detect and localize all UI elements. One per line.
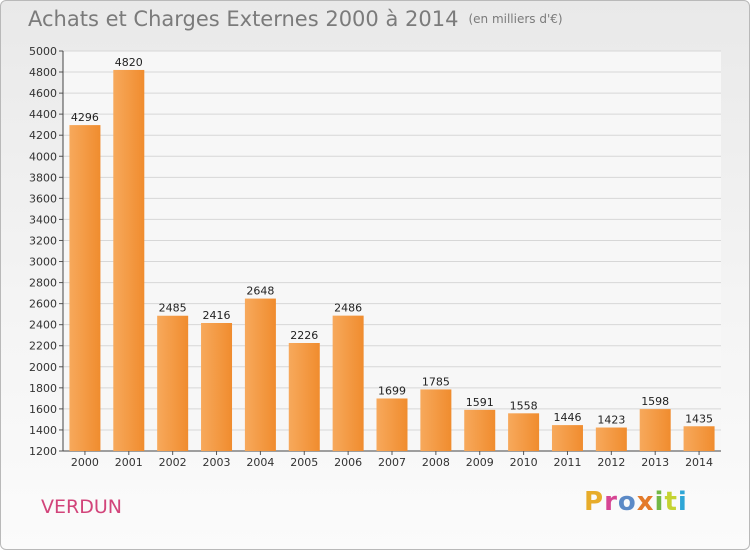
x-tick-label: 2001 (115, 456, 143, 469)
bar (420, 389, 452, 451)
y-tick-label: 4800 (29, 66, 57, 79)
bar (639, 409, 671, 451)
bar (69, 125, 101, 452)
bar-value-label: 1785 (422, 375, 450, 388)
logo-letter: t (664, 487, 678, 517)
bar (464, 409, 496, 451)
y-tick-label: 2200 (29, 340, 57, 353)
bar (113, 69, 145, 452)
x-tick-label: 2009 (466, 456, 494, 469)
x-tick-label: 2010 (510, 456, 538, 469)
logo-letter: o (617, 487, 637, 517)
x-tick-label: 2008 (422, 456, 450, 469)
bar (201, 323, 233, 451)
y-tick-label: 3600 (29, 192, 57, 205)
bar (508, 413, 540, 451)
y-tick-label: 3400 (29, 213, 57, 226)
city-label: VERDUN (41, 496, 122, 518)
y-tick-label: 1400 (29, 424, 57, 437)
unit-label: (en milliers d'€) (468, 12, 563, 26)
logo-letter: P (584, 487, 605, 517)
bar (551, 425, 583, 451)
x-tick-label: 2000 (71, 456, 99, 469)
bar-value-label: 4296 (71, 111, 99, 124)
logo-letter: r (604, 487, 618, 517)
bar-value-label: 2226 (290, 329, 318, 342)
bar-value-label: 4820 (115, 56, 143, 69)
y-tick-label: 4200 (29, 129, 57, 142)
y-tick-label: 4400 (29, 108, 57, 121)
bar (288, 343, 320, 451)
x-tick-label: 2006 (334, 456, 362, 469)
y-tick-label: 4000 (29, 150, 57, 163)
bar-value-label: 1598 (641, 395, 669, 408)
x-tick-label: 2002 (159, 456, 187, 469)
x-tick-label: 2003 (203, 456, 231, 469)
x-tick-label: 2007 (378, 456, 406, 469)
bar-value-label: 2486 (334, 302, 362, 315)
bar-value-label: 1446 (553, 411, 581, 424)
y-tick-label: 3000 (29, 256, 57, 269)
chart-title: Achats et Charges Externes 2000 à 2014 (e… (28, 7, 563, 31)
y-tick-label: 1200 (29, 445, 57, 458)
bar-value-label: 2648 (246, 285, 274, 298)
y-tick-label: 3200 (29, 234, 57, 247)
y-tick-label: 1800 (29, 382, 57, 395)
x-tick-label: 2011 (553, 456, 581, 469)
y-tick-label: 3800 (29, 171, 57, 184)
y-tick-label: 2400 (29, 319, 57, 332)
x-tick-label: 2005 (290, 456, 318, 469)
bar (595, 427, 627, 451)
bar-value-label: 1423 (597, 414, 625, 427)
y-tick-label: 2000 (29, 361, 57, 374)
y-tick-label: 1600 (29, 403, 57, 416)
bar (332, 315, 364, 451)
x-tick-label: 2004 (246, 456, 274, 469)
x-tick-label: 2014 (685, 456, 713, 469)
y-tick-label: 2800 (29, 277, 57, 290)
title-text: Achats et Charges Externes 2000 à 2014 (28, 7, 459, 31)
bar-value-label: 1435 (685, 412, 713, 425)
bar (683, 426, 715, 451)
x-tick-label: 2013 (641, 456, 669, 469)
logo-letter: i (677, 487, 688, 517)
proxiti-logo: Proxiti (584, 487, 688, 517)
y-tick-label: 4600 (29, 87, 57, 100)
x-tick-label: 2012 (597, 456, 625, 469)
bar-value-label: 2485 (159, 302, 187, 315)
bar (376, 398, 408, 451)
bar-value-label: 1558 (510, 399, 538, 412)
bar (244, 298, 276, 451)
bar-value-label: 2416 (203, 309, 231, 322)
y-tick-label: 5000 (29, 45, 57, 58)
bar-value-label: 1699 (378, 384, 406, 397)
bar (157, 315, 189, 451)
y-tick-label: 2600 (29, 298, 57, 311)
bar-value-label: 1591 (466, 396, 494, 409)
logo-letter: i (654, 487, 665, 517)
logo-letter: x (636, 487, 655, 517)
